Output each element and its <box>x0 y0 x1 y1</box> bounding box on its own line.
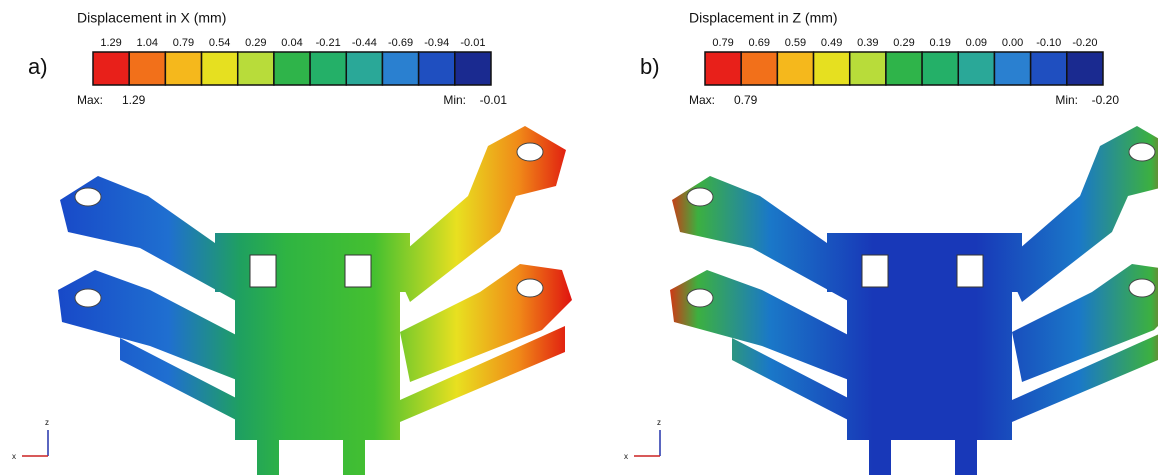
part-surface <box>257 410 279 475</box>
part-surface <box>343 410 365 475</box>
max-value: 0.79 <box>734 93 758 107</box>
hole <box>687 188 713 206</box>
hole <box>687 289 713 307</box>
part-surface <box>827 233 1022 292</box>
legend-tick: 1.29 <box>100 37 121 49</box>
legend-tick: 0.39 <box>857 37 878 49</box>
part-model <box>58 126 572 475</box>
legend-cell <box>238 52 274 85</box>
legend-cell <box>886 52 922 85</box>
min-label: Min: <box>1055 93 1078 107</box>
legend-cell <box>705 52 741 85</box>
legend-cell <box>346 52 382 85</box>
max-label: Max: <box>689 93 715 107</box>
figure: a) Displacement in X (mm) 1.29 1.04 0.79 0.54… <box>0 0 1158 475</box>
legend-cell <box>850 52 886 85</box>
legend-tick: 0.29 <box>245 37 266 49</box>
legend-cell <box>455 52 491 85</box>
legend-cell <box>777 52 813 85</box>
legend-cell <box>958 52 994 85</box>
legend-tick: -0.10 <box>1036 37 1061 49</box>
legend-tick: 0.79 <box>712 37 733 49</box>
panel: a) Displacement in X (mm) 1.29 1.04 0.79 0.54… <box>12 10 572 475</box>
legend-tick: 0.04 <box>281 37 302 49</box>
hole <box>517 279 543 297</box>
hole <box>1129 279 1155 297</box>
legend-tick: 0.00 <box>1002 37 1023 49</box>
legend-cell <box>129 52 165 85</box>
legend-tick: -0.94 <box>424 37 449 49</box>
legend-tick: -0.21 <box>316 37 341 49</box>
min-label: Min: <box>443 93 466 107</box>
legend-tick: 0.79 <box>173 37 194 49</box>
legend-tick: 0.54 <box>209 37 230 49</box>
window <box>345 255 371 287</box>
axis-x-label: x <box>12 452 16 461</box>
legend-cell <box>741 52 777 85</box>
legend-tick: -0.44 <box>352 37 377 49</box>
part-surface <box>955 410 977 475</box>
legend-tick: -0.01 <box>460 37 485 49</box>
legend-cell <box>310 52 346 85</box>
legend-cell <box>382 52 418 85</box>
part-surface <box>869 410 891 475</box>
part-surface <box>215 233 410 292</box>
legend-cell <box>922 52 958 85</box>
part-model <box>670 126 1158 475</box>
max-value: 1.29 <box>122 93 146 107</box>
hole <box>1129 143 1155 161</box>
legend-tick: 0.09 <box>966 37 987 49</box>
hole <box>75 289 101 307</box>
axis-z-label: z <box>657 418 661 427</box>
legend-cell <box>1067 52 1103 85</box>
max-label: Max: <box>77 93 103 107</box>
window <box>862 255 888 287</box>
legend-cell <box>274 52 310 85</box>
legend-tick: 0.19 <box>929 37 950 49</box>
min-value: -0.20 <box>1092 93 1120 107</box>
legend-cell <box>994 52 1030 85</box>
legend-tick: 0.69 <box>749 37 770 49</box>
legend-tick: 0.29 <box>893 37 914 49</box>
legend-tick: -0.69 <box>388 37 413 49</box>
legend-cell <box>1031 52 1067 85</box>
legend-cell <box>165 52 201 85</box>
axis-x-label: x <box>624 452 628 461</box>
legend-cell <box>419 52 455 85</box>
hole <box>517 143 543 161</box>
axis-z-label: z <box>45 418 49 427</box>
panel-label: b) <box>640 54 660 79</box>
window <box>957 255 983 287</box>
legend-cell <box>202 52 238 85</box>
legend-tick: -0.20 <box>1072 37 1097 49</box>
min-value: -0.01 <box>480 93 508 107</box>
legend-tick: 0.49 <box>821 37 842 49</box>
panel-label: a) <box>28 54 48 79</box>
legend-tick: 0.59 <box>785 37 806 49</box>
legend-cell <box>814 52 850 85</box>
panel: b) Displacement in Z (mm) 0.79 0.69 0.59 0.49… <box>624 10 1158 475</box>
hole <box>75 188 101 206</box>
window <box>250 255 276 287</box>
legend-title: Displacement in X (mm) <box>77 10 226 26</box>
legend-tick: 1.04 <box>137 37 158 49</box>
legend-title: Displacement in Z (mm) <box>689 10 838 26</box>
legend-cell <box>93 52 129 85</box>
